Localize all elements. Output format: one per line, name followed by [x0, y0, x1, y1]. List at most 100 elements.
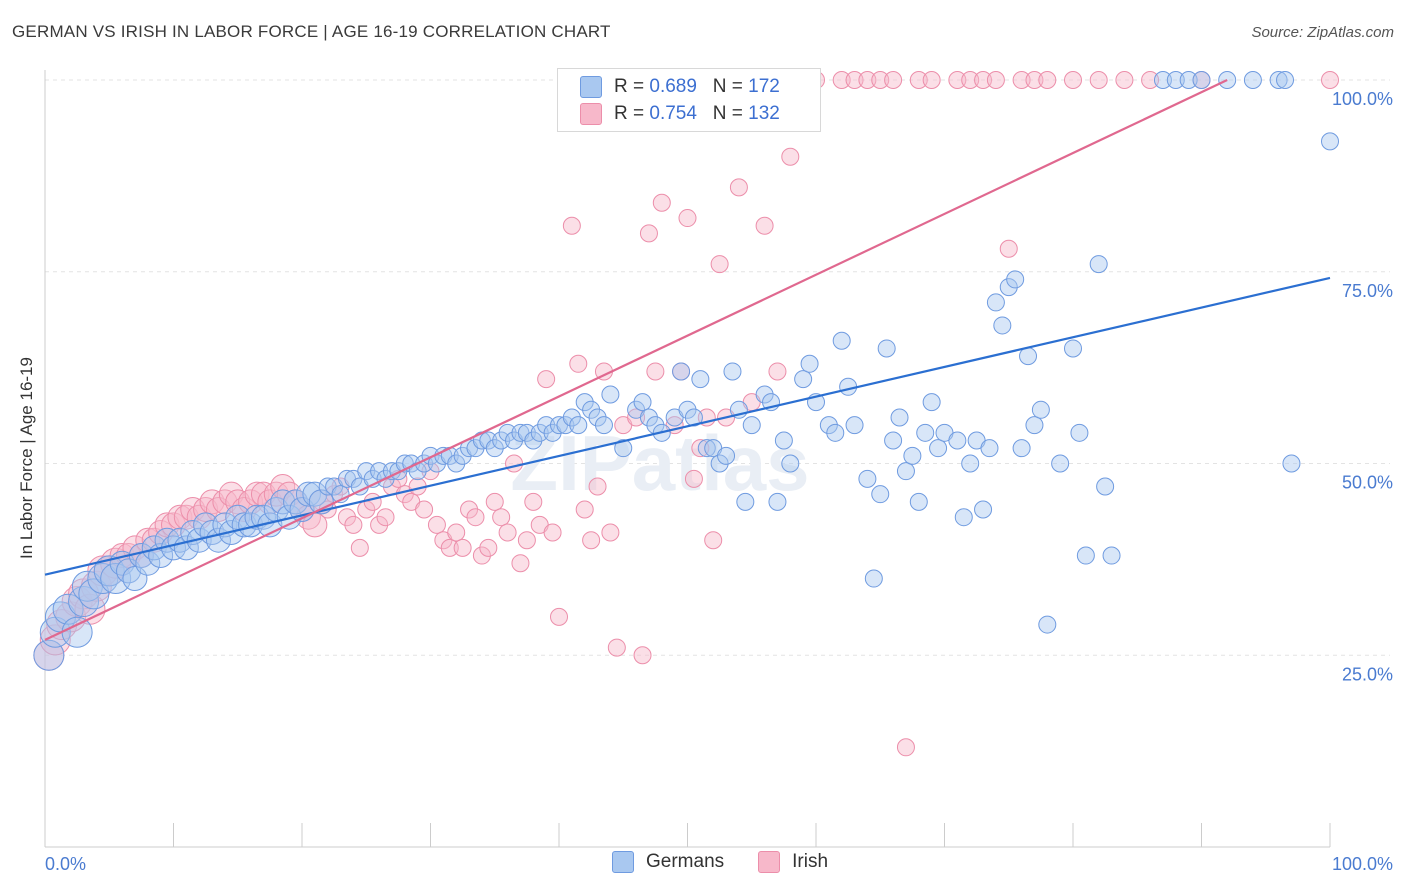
data-point [646, 362, 665, 381]
data-point [588, 477, 607, 496]
data-point [1096, 477, 1115, 496]
data-point [922, 71, 941, 89]
irish-swatch-icon [758, 851, 781, 873]
data-point [100, 563, 132, 595]
legend-n-label: N = [712, 76, 743, 97]
data-point [633, 646, 652, 665]
legend-item-germans[interactable]: Germans [612, 851, 724, 873]
data-point [986, 71, 1005, 89]
data-point [845, 71, 864, 89]
irish-series [33, 71, 1339, 757]
data-point [575, 393, 594, 412]
data-point [980, 439, 999, 458]
data-point [755, 385, 774, 404]
data-point [916, 423, 935, 442]
data-point [537, 416, 556, 435]
data-point [199, 489, 225, 515]
data-point [909, 492, 928, 511]
germans-series [33, 71, 1339, 671]
data-point [627, 408, 646, 427]
data-point [357, 462, 376, 481]
data-point [427, 515, 446, 534]
data-point [684, 408, 703, 427]
legend-label-germans: Germans [646, 851, 725, 872]
data-point [370, 515, 389, 534]
data-point [1243, 71, 1262, 89]
data-point [569, 416, 588, 435]
data-point [704, 531, 723, 550]
data-point [678, 400, 697, 419]
data-point [794, 370, 813, 389]
correlation-legend: R = 0.689 N = 172 R = 0.754 N = 132 [557, 68, 821, 132]
data-point [800, 354, 819, 373]
data-point [1282, 454, 1301, 473]
data-point [1102, 546, 1121, 565]
data-point [614, 439, 633, 458]
data-point [896, 462, 915, 481]
data-point [225, 489, 251, 515]
data-point [826, 423, 845, 442]
data-point [672, 362, 691, 381]
y-tick-label: 100.0% [1332, 89, 1393, 109]
data-point [974, 500, 993, 519]
data-point [569, 354, 588, 373]
data-point [1269, 71, 1288, 89]
data-point [884, 431, 903, 450]
data-point [954, 508, 973, 527]
data-point [639, 224, 658, 243]
y-tick-label: 50.0% [1342, 473, 1393, 493]
data-point [999, 278, 1018, 297]
data-point [742, 416, 761, 435]
data-point [1012, 71, 1031, 89]
data-point [717, 446, 736, 465]
data-point [1321, 71, 1339, 89]
data-point [729, 178, 748, 197]
data-point [498, 423, 517, 442]
data-point [961, 454, 980, 473]
data-point [884, 71, 903, 89]
data-point [517, 531, 536, 550]
data-point [1038, 615, 1057, 634]
data-point [556, 416, 575, 435]
data-point [1089, 255, 1108, 274]
data-point [594, 416, 613, 435]
legend-item-irish[interactable]: Irish [758, 851, 828, 873]
data-point [421, 462, 440, 481]
data-point [582, 400, 601, 419]
y-tick-label: 25.0% [1342, 664, 1393, 684]
data-point [582, 531, 601, 550]
data-point [498, 523, 517, 542]
data-point [485, 492, 504, 511]
data-point [173, 535, 199, 561]
data-point [832, 331, 851, 350]
data-point [639, 408, 658, 427]
data-point [1025, 416, 1044, 435]
data-point [974, 71, 993, 89]
data-point [511, 554, 530, 573]
data-point [173, 504, 199, 530]
data-point [530, 423, 549, 442]
x-tick-label-max: 100.0% [1332, 854, 1393, 874]
data-point [781, 454, 800, 473]
legend-n-value-germans: 172 [748, 76, 780, 97]
data-point [485, 439, 504, 458]
data-point [308, 489, 334, 515]
data-point [562, 408, 581, 427]
germans-swatch-icon [580, 76, 602, 98]
data-point [1064, 71, 1082, 89]
data-point [736, 492, 755, 511]
data-point [1115, 71, 1134, 89]
data-point [575, 500, 594, 519]
data-point [472, 546, 491, 565]
data-point [633, 393, 652, 412]
data-point [1019, 347, 1038, 366]
trend-lines [44, 79, 1331, 641]
x-ticks [173, 823, 1331, 847]
data-point [1051, 454, 1070, 473]
data-point [986, 293, 1005, 312]
data-point [1153, 71, 1172, 89]
irish-swatch-icon [580, 103, 602, 125]
data-point [161, 512, 186, 538]
data-point [999, 239, 1018, 258]
